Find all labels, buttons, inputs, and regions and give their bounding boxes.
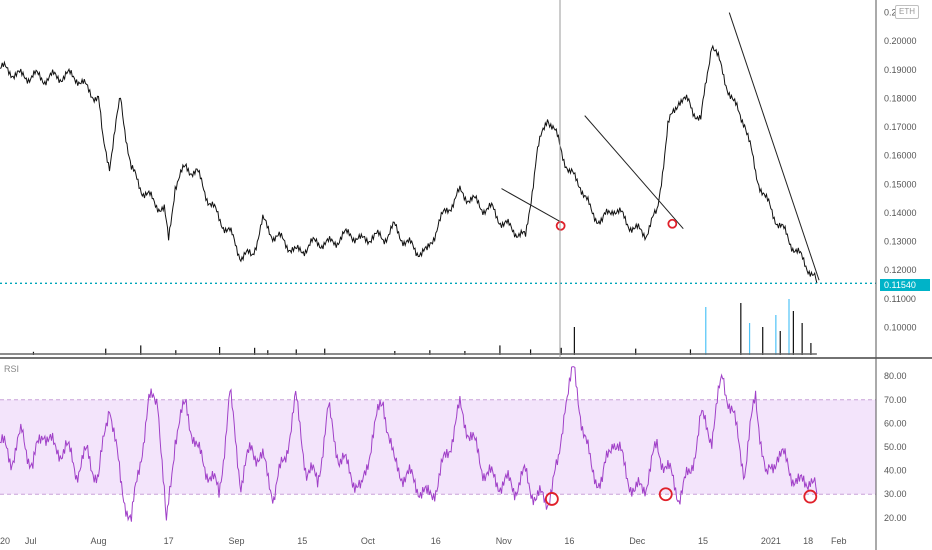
volume-bar xyxy=(635,348,637,355)
rsi-tick-label: 80.00 xyxy=(884,371,907,381)
rsi-tick-label: 70.00 xyxy=(884,395,907,405)
trendline xyxy=(501,188,566,225)
price-annotations xyxy=(555,218,678,231)
time-tick-label: Oct xyxy=(361,536,376,546)
volume-bar xyxy=(429,350,431,355)
volume-bar xyxy=(254,347,256,355)
volume-bar xyxy=(573,327,575,355)
price-annotation-circle xyxy=(555,220,566,231)
volume-bar xyxy=(267,350,269,355)
price-tick-label: 0.11000 xyxy=(884,294,916,304)
time-tick-label: Sep xyxy=(229,536,245,546)
volume-bar xyxy=(560,347,562,355)
rsi-annotation-circle xyxy=(658,487,673,502)
trendline xyxy=(728,12,820,281)
volume-bar xyxy=(105,348,107,355)
price-axis: 0.210000.200000.190000.180000.170000.160… xyxy=(884,8,917,333)
time-tick-label: Feb xyxy=(831,536,847,546)
volume-bar xyxy=(394,351,396,355)
volume-bar xyxy=(175,350,177,355)
price-tick-label: 0.18000 xyxy=(884,93,917,103)
rsi-tick-label: 20.00 xyxy=(884,513,907,523)
volume-bar xyxy=(792,311,794,355)
rsi-tick-label: 50.00 xyxy=(884,442,907,452)
price-tick-label: 0.12000 xyxy=(884,265,917,275)
time-axis: 20 Jul Aug 17 Sep 15 Oct 16 Nov 16 Dec 15 2021 18 Feb xyxy=(0,536,847,546)
rsi-pane[interactable]: 80.00 70.00 60.00 50.00 40.00 30.00 20.00 xyxy=(0,366,907,523)
time-tick-label: 16 xyxy=(564,536,574,546)
rsi-annotation-circle xyxy=(544,492,559,506)
price-tick-label: 0.10000 xyxy=(884,322,917,332)
volume-bar xyxy=(464,351,466,355)
price-tick-label: 0.16000 xyxy=(884,151,917,161)
time-tick-label: 17 xyxy=(164,536,174,546)
volume-bar xyxy=(324,348,326,355)
volume-bar xyxy=(801,323,803,355)
price-series-line xyxy=(0,44,818,284)
rsi-tick-label: 30.00 xyxy=(884,489,907,499)
last-price-badge: 0.11540 xyxy=(880,279,930,291)
rsi-indicator-label[interactable]: RSI xyxy=(4,364,20,374)
trendlines[interactable] xyxy=(501,12,820,281)
rsi-series-line xyxy=(0,366,818,522)
time-tick-label: 20 xyxy=(0,536,10,546)
volume-bar xyxy=(775,315,777,355)
rsi-annotations xyxy=(544,487,818,506)
volume-bar xyxy=(779,331,781,355)
rsi-band xyxy=(0,399,876,495)
rsi-tick-label: 60.00 xyxy=(884,418,907,428)
price-tick-label: 0.13000 xyxy=(884,237,917,247)
price-annotation-circle xyxy=(667,218,678,229)
rsi-annotation-circle xyxy=(803,489,818,504)
price-tick-label: 0.15000 xyxy=(884,179,917,189)
volume-bar xyxy=(499,345,501,355)
volume-bar xyxy=(762,327,764,355)
volume-bars xyxy=(0,299,817,355)
price-tick-label: 0.17000 xyxy=(884,122,917,132)
time-tick-label: Jul xyxy=(25,536,37,546)
symbol-badge[interactable]: ETH xyxy=(895,5,919,19)
volume-bar xyxy=(689,349,692,355)
time-tick-label: 16 xyxy=(431,536,441,546)
price-tick-label: 0.20000 xyxy=(884,36,917,46)
rsi-tick-label: 40.00 xyxy=(884,466,907,476)
volume-bar xyxy=(295,349,297,355)
volume-bar xyxy=(219,347,221,355)
time-tick-label: Nov xyxy=(496,536,513,546)
volume-bar xyxy=(810,343,812,355)
price-tick-label: 0.19000 xyxy=(884,65,917,75)
price-pane[interactable]: 0.210000.200000.190000.180000.170000.160… xyxy=(0,8,917,355)
rsi-axis: 80.00 70.00 60.00 50.00 40.00 30.00 20.00 xyxy=(884,371,907,523)
volume-bar xyxy=(705,307,707,355)
time-tick-label: 15 xyxy=(698,536,708,546)
price-tick-label: 0.14000 xyxy=(884,208,917,218)
time-tick-label: Aug xyxy=(91,536,107,546)
time-tick-label: 2021 xyxy=(761,536,781,546)
volume-bar xyxy=(748,323,751,355)
volume-bar xyxy=(740,303,742,355)
time-tick-label: Dec xyxy=(629,536,646,546)
trendline xyxy=(584,115,684,229)
volume-bar xyxy=(140,345,142,355)
time-tick-label: 15 xyxy=(297,536,307,546)
volume-bar xyxy=(529,349,532,355)
volume-bar xyxy=(788,299,790,355)
time-tick-label: 18 xyxy=(803,536,813,546)
